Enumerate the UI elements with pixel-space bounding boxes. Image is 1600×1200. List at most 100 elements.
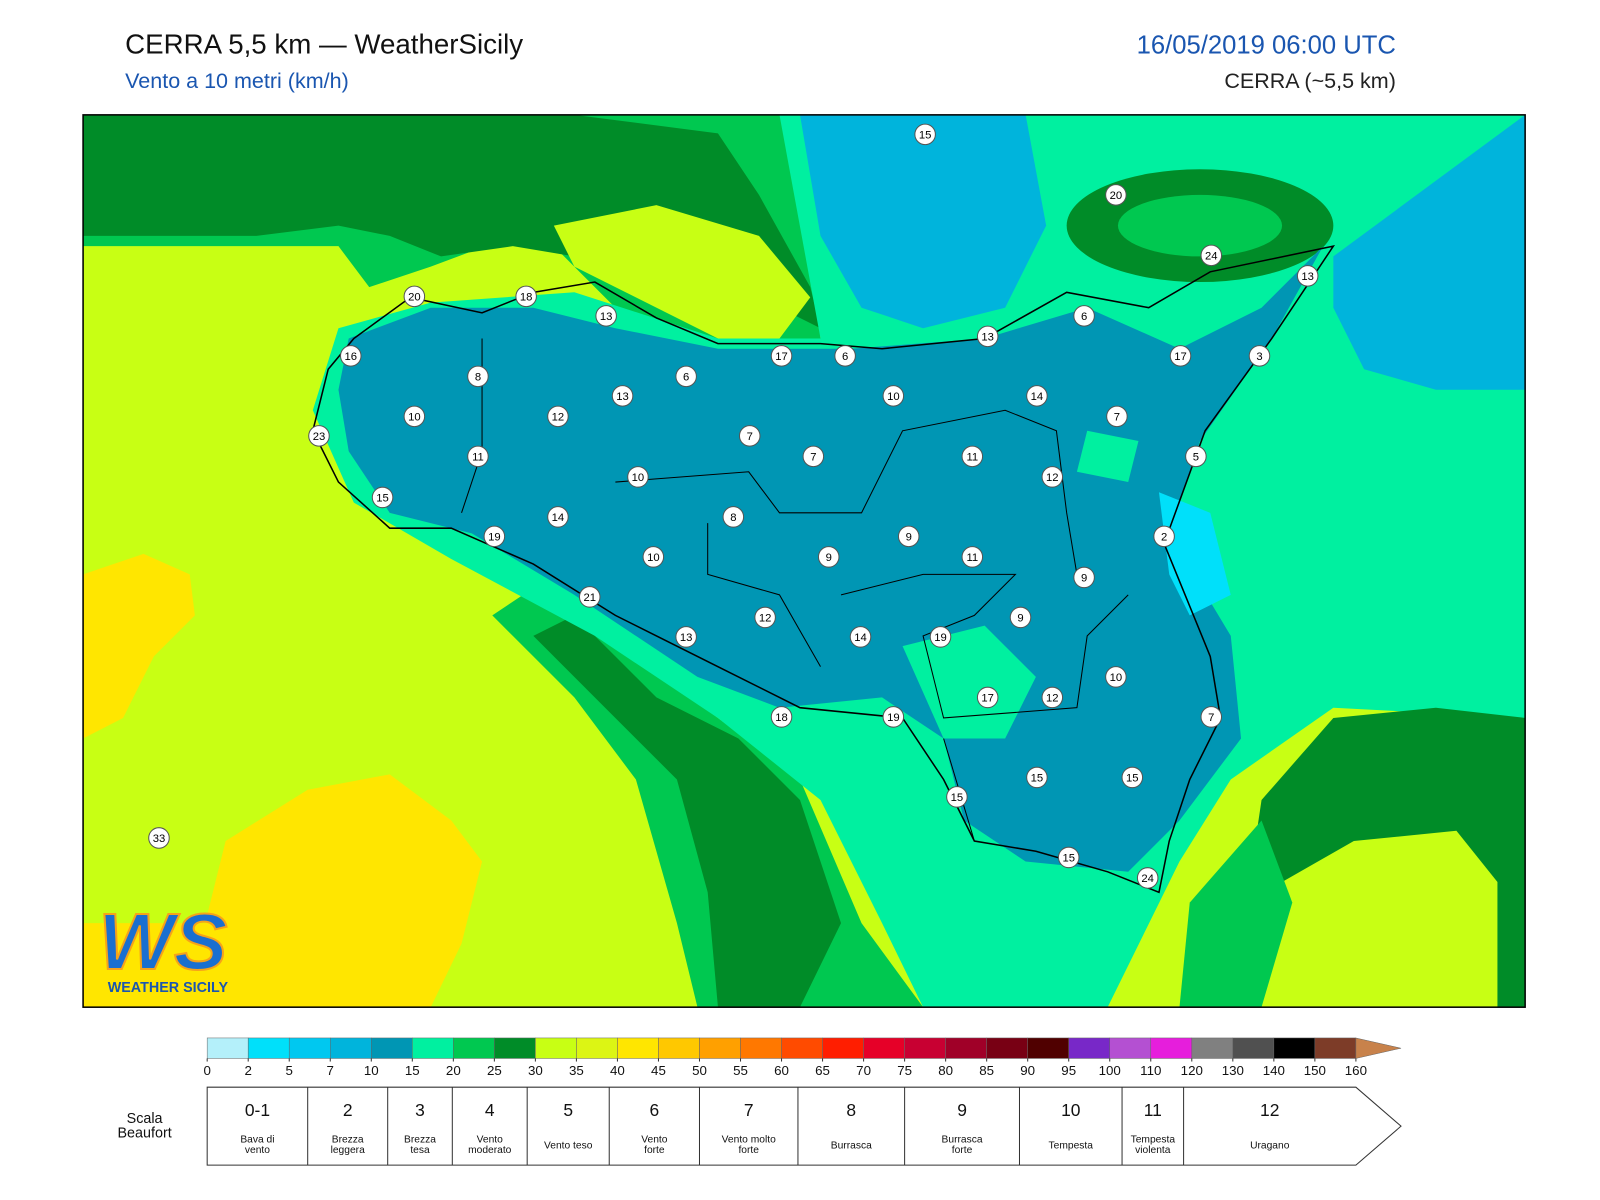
station-marker (642, 546, 665, 568)
station-value: 6 (1081, 311, 1087, 323)
station-value: 15 (1126, 773, 1139, 785)
station-value: 3 (1256, 351, 1262, 363)
colorbar-tick-label: 0 (203, 1063, 210, 1078)
station-value: 11 (966, 452, 978, 464)
station-value: 18 (520, 292, 533, 304)
station-value: 13 (1301, 271, 1314, 283)
colorbar-segment (329, 1037, 372, 1059)
station-value: 21 (583, 592, 596, 604)
beaufort-description: Vento teso (544, 1141, 593, 1152)
beaufort-force: 5 (563, 1100, 573, 1120)
beaufort-frame (206, 1086, 1402, 1166)
station-marker (1200, 706, 1223, 728)
beaufort-description: leggera (331, 1145, 365, 1156)
station-marker (1169, 345, 1192, 367)
station-marker (1041, 466, 1064, 488)
beaufort-force: 10 (1061, 1100, 1081, 1120)
colorbar-segment (412, 1037, 454, 1059)
station-marker (1296, 265, 1319, 287)
station-marker (595, 305, 617, 327)
colorbar: 0 2 5 7 10 15 20 25 30 35 40 45 50 55 60 65 70 75 80 85 90 95… (203, 1037, 1402, 1078)
beaufort-force: 0-1 (245, 1100, 270, 1120)
colorbar-tick-label: 120 (1181, 1063, 1203, 1078)
colorbar-tick-label: 40 (610, 1063, 625, 1078)
station-value: 11 (472, 452, 484, 464)
beaufort-description: Burrasca (831, 1141, 872, 1152)
colorbar-segment (288, 1037, 331, 1059)
station-value: 17 (981, 693, 994, 705)
beaufort-force: 8 (846, 1100, 856, 1120)
station-value: 7 (810, 452, 816, 464)
station-marker (1026, 766, 1048, 789)
colorbar-segment (1150, 1037, 1193, 1059)
colorbar-tick-label: 70 (856, 1063, 871, 1078)
colorbar-tick-label: 95 (1061, 1063, 1076, 1078)
station-marker (483, 525, 506, 548)
station-value: 9 (906, 532, 912, 544)
station-value: 23 (313, 431, 326, 443)
colorbar-tick-label: 75 (897, 1063, 912, 1078)
station-marker (946, 786, 968, 808)
station-value: 33 (153, 833, 166, 845)
station-value: 7 (1114, 412, 1120, 424)
colorbar-tick-label: 5 (286, 1063, 293, 1078)
colorbar-segment (1232, 1037, 1275, 1059)
colorbar-tick-label: 10 (364, 1063, 379, 1078)
colorbar-segment (904, 1037, 946, 1059)
station-marker (961, 445, 984, 468)
station-marker (738, 425, 761, 447)
station-marker (1200, 244, 1223, 267)
station-value: 15 (376, 493, 389, 505)
logo-name: WEATHER SICILY (108, 980, 229, 996)
colorbar-segment (1068, 1037, 1110, 1059)
station-value: 9 (826, 552, 832, 564)
colorbar-tick-label: 55 (733, 1063, 748, 1078)
station-value: 19 (488, 532, 501, 544)
station-value: 16 (345, 351, 358, 363)
beaufort-description: Brezza (332, 1135, 364, 1146)
station-value: 24 (1141, 873, 1154, 885)
station-marker (1136, 867, 1159, 889)
beaufort-description: Bava di (240, 1135, 274, 1146)
station-marker (403, 405, 426, 428)
colorbar-segment (1314, 1037, 1357, 1059)
beaufort-force: 2 (343, 1100, 353, 1120)
station-marker (961, 546, 984, 568)
logo-mark: WS (98, 897, 227, 986)
station-marker (578, 586, 601, 608)
station-marker (1057, 846, 1080, 869)
station-value: 14 (854, 632, 867, 644)
station-value: 9 (1081, 573, 1087, 585)
beaufort-description: moderato (468, 1145, 512, 1156)
station-marker (627, 466, 649, 488)
beaufort-description: forte (738, 1145, 759, 1156)
model: CERRA (~5,5 km) (1224, 69, 1396, 93)
beaufort-description: Burrasca (942, 1135, 983, 1146)
colorbar-segment (1191, 1037, 1234, 1059)
colorbar-tick-label: 35 (569, 1063, 584, 1078)
colorbar-tick-label: 7 (327, 1063, 334, 1078)
colorbar-segment (494, 1037, 536, 1059)
beaufort-description: Tempesta (1049, 1141, 1094, 1152)
station-marker (1105, 184, 1127, 206)
station-value: 6 (683, 372, 689, 384)
beaufort-label: Beaufort (117, 1125, 171, 1141)
colorbar-tick-label: 20 (446, 1063, 461, 1078)
beaufort-description: forte (952, 1145, 973, 1156)
beaufort-description: Uragano (1250, 1141, 1290, 1152)
colorbar-segment (986, 1037, 1028, 1059)
station-marker (547, 405, 569, 428)
station-value: 20 (1110, 190, 1123, 202)
station-value: 12 (552, 412, 565, 424)
station-marker (754, 606, 776, 629)
colorbar-tick-label: 30 (528, 1063, 543, 1078)
colorbar-tick-label: 130 (1222, 1063, 1244, 1078)
station-marker (1185, 445, 1207, 468)
colorbar-tick-label: 60 (774, 1063, 789, 1078)
station-marker (770, 706, 793, 728)
station-value: 13 (600, 311, 613, 323)
station-value: 12 (759, 613, 772, 625)
colorbar-segment (206, 1037, 249, 1059)
